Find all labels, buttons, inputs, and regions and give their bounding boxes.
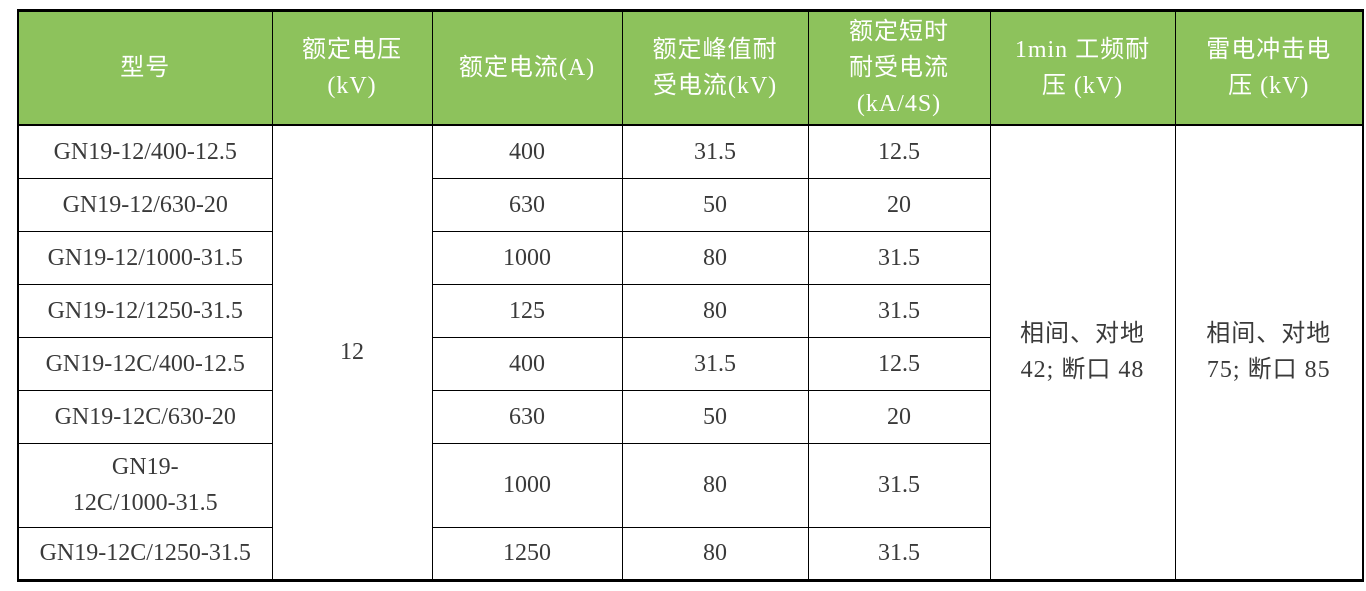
- peak-withstand-cell: 80: [621, 442, 809, 528]
- rated-current-cell: 1250: [431, 526, 623, 581]
- table-row: GN19-12/400-12.5 12 400 31.5 12.5 相间、对地 …: [17, 124, 1364, 581]
- short-time-withstand-cell: 31.5: [807, 526, 991, 581]
- table-row: GN19-12C/1250-31.5 1250 80 31.5: [17, 526, 1363, 581]
- col-header-model: 型号: [17, 10, 273, 126]
- table-row: GN19-12/1250-31.5 125 80 31.5: [17, 283, 1363, 338]
- col-header-lightning-impulse-voltage: 雷电冲击电 压 (kV): [1174, 10, 1364, 126]
- rated-current-cell: 1000: [431, 230, 623, 285]
- short-time-withstand-cell: 31.5: [807, 442, 991, 528]
- table-header: 型号 额定电压 (kV) 额定电流(A) 额定峰值耐 受电流(kV) 额定短时 …: [17, 10, 1364, 126]
- short-time-withstand-cell: 20: [807, 389, 991, 444]
- power-frequency-withstand-cell: 相间、对地 42; 断口 48: [989, 124, 1176, 581]
- rated-voltage-cell: 12: [271, 124, 433, 581]
- model-cell: GN19-12/1000-31.5: [17, 230, 273, 285]
- table-body: GN19-12/400-12.5 12 400 31.5 12.5 相间、对地 …: [17, 124, 1364, 581]
- short-time-withstand-cell: 31.5: [807, 283, 991, 338]
- short-time-withstand-cell: 20: [807, 177, 991, 232]
- lightning-impulse-cell: 相间、对地 75; 断口 85: [1174, 124, 1364, 581]
- table-row: GN19- 12C/1000-31.5 1000 80 31.5: [17, 442, 1363, 528]
- peak-withstand-cell: 31.5: [621, 336, 809, 391]
- col-header-rated-voltage: 额定电压 (kV): [271, 10, 433, 126]
- col-header-power-frequency-withstand-voltage: 1min 工频耐 压 (kV): [989, 10, 1176, 126]
- peak-withstand-cell: 50: [621, 389, 809, 444]
- rated-current-cell: 400: [431, 124, 623, 179]
- model-cell: GN19-12C/630-20: [17, 389, 273, 444]
- rated-current-cell: 630: [431, 389, 623, 444]
- model-cell: GN19- 12C/1000-31.5: [17, 442, 273, 528]
- header-row: 型号 额定电压 (kV) 额定电流(A) 额定峰值耐 受电流(kV) 额定短时 …: [17, 10, 1364, 126]
- table-row: GN19-12C/630-20 630 50 20: [17, 389, 1363, 444]
- rated-current-cell: 630: [431, 177, 623, 232]
- model-cell: GN19-12/400-12.5: [17, 124, 273, 179]
- peak-withstand-cell: 31.5: [621, 124, 809, 179]
- short-time-withstand-cell: 12.5: [807, 336, 991, 391]
- model-cell: GN19-12/1250-31.5: [17, 283, 273, 338]
- col-header-short-time-withstand-current: 额定短时 耐受电流 (kA/4S): [807, 10, 991, 126]
- rated-current-cell: 1000: [431, 442, 623, 528]
- spec-table: 型号 额定电压 (kV) 额定电流(A) 额定峰值耐 受电流(kV) 额定短时 …: [17, 9, 1364, 582]
- peak-withstand-cell: 80: [621, 283, 809, 338]
- short-time-withstand-cell: 31.5: [807, 230, 991, 285]
- rated-current-cell: 125: [431, 283, 623, 338]
- table-row: GN19-12C/400-12.5 400 31.5 12.5: [17, 336, 1363, 391]
- peak-withstand-cell: 80: [621, 230, 809, 285]
- rated-current-cell: 400: [431, 336, 623, 391]
- short-time-withstand-cell: 12.5: [807, 124, 991, 179]
- col-header-peak-withstand-current: 额定峰值耐 受电流(kV): [621, 10, 809, 126]
- peak-withstand-cell: 80: [621, 526, 809, 581]
- col-header-rated-current: 额定电流(A): [431, 10, 623, 126]
- model-cell: GN19-12C/400-12.5: [17, 336, 273, 391]
- model-cell: GN19-12/630-20: [17, 177, 273, 232]
- model-cell: GN19-12C/1250-31.5: [17, 526, 273, 581]
- peak-withstand-cell: 50: [621, 177, 809, 232]
